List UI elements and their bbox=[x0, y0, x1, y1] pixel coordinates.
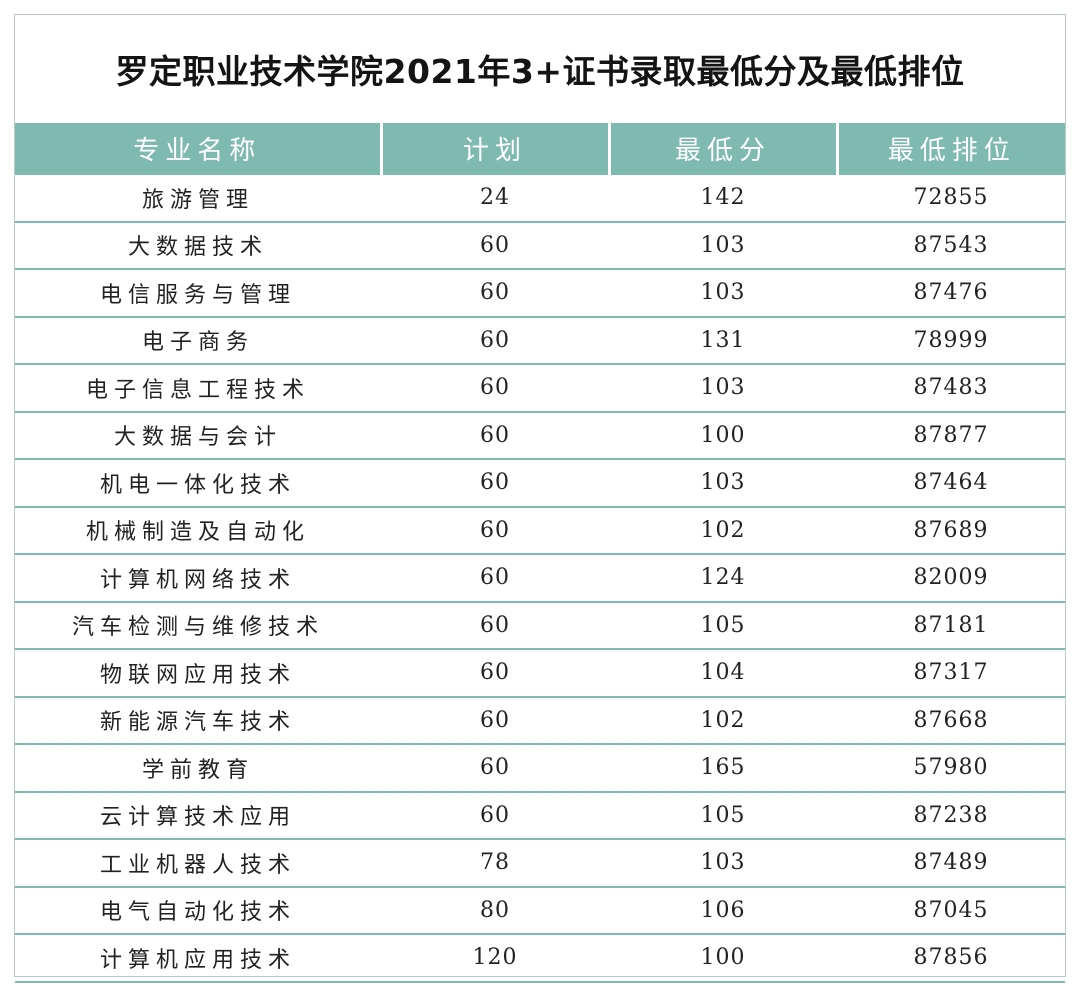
cell-min-rank: 87689 bbox=[837, 506, 1065, 555]
cell-min-score: 131 bbox=[609, 316, 837, 365]
header-min-score: 最低分 bbox=[607, 123, 837, 175]
cell-min-score: 102 bbox=[609, 506, 837, 555]
cell-plan: 60 bbox=[381, 364, 609, 413]
cell-major-name: 旅游管理 bbox=[15, 174, 381, 223]
cell-major-name: 电子信息工程技术 bbox=[15, 364, 381, 413]
header-major-name: 专业名称 bbox=[15, 123, 381, 175]
cell-major-name: 新能源汽车技术 bbox=[15, 696, 381, 745]
cell-plan: 60 bbox=[381, 649, 609, 698]
table-row: 机电一体化技术 60 103 87464 bbox=[15, 459, 1065, 508]
admission-table-sheet: 罗定职业技术学院2021年3+证书录取最低分及最低排位 专业名称 计划 最低分 … bbox=[14, 14, 1066, 983]
cell-min-rank: 87489 bbox=[837, 839, 1065, 888]
cell-major-name: 云计算技术应用 bbox=[15, 791, 381, 840]
table-header: 专业名称 计划 最低分 最低排位 bbox=[15, 123, 1065, 175]
cell-plan: 60 bbox=[381, 221, 609, 270]
table-row: 电子信息工程技术 60 103 87483 bbox=[15, 364, 1065, 413]
cell-plan: 60 bbox=[381, 791, 609, 840]
cell-plan: 60 bbox=[381, 601, 609, 650]
table-row: 机械制造及自动化 60 102 87689 bbox=[15, 506, 1065, 555]
cell-min-rank: 57980 bbox=[837, 744, 1065, 793]
admission-table: 专业名称 计划 最低分 最低排位 旅游管理 24 142 72855 大数据技术 60 10… bbox=[15, 123, 1065, 983]
cell-min-score: 103 bbox=[609, 269, 837, 318]
header-plan: 计划 bbox=[379, 123, 609, 175]
cell-min-score: 105 bbox=[609, 791, 837, 840]
cell-major-name: 大数据技术 bbox=[15, 221, 381, 270]
cell-plan: 80 bbox=[381, 886, 609, 935]
cell-major-name: 电子商务 bbox=[15, 316, 381, 365]
cell-major-name: 计算机网络技术 bbox=[15, 554, 381, 603]
cell-min-score: 100 bbox=[609, 411, 837, 460]
cell-plan: 78 bbox=[381, 839, 609, 888]
table-row: 电信服务与管理 60 103 87476 bbox=[15, 269, 1065, 318]
cell-min-score: 165 bbox=[609, 744, 837, 793]
table-row: 新能源汽车技术 60 102 87668 bbox=[15, 696, 1065, 745]
table-row: 计算机应用技术 120 100 87856 bbox=[15, 934, 1065, 983]
page-title: 罗定职业技术学院2021年3+证书录取最低分及最低排位 bbox=[115, 52, 965, 91]
table-row: 汽车检测与维修技术 60 105 87181 bbox=[15, 601, 1065, 650]
cell-min-rank: 87543 bbox=[837, 221, 1065, 270]
cell-min-rank: 87181 bbox=[837, 601, 1065, 650]
cell-plan: 120 bbox=[381, 934, 609, 983]
cell-plan: 60 bbox=[381, 506, 609, 555]
cell-major-name: 学前教育 bbox=[15, 744, 381, 793]
cell-min-score: 142 bbox=[609, 174, 837, 223]
header-min-rank: 最低排位 bbox=[835, 123, 1065, 175]
cell-min-rank: 87476 bbox=[837, 269, 1065, 318]
cell-min-score: 103 bbox=[609, 839, 837, 888]
cell-major-name: 汽车检测与维修技术 bbox=[15, 601, 381, 650]
cell-min-score: 102 bbox=[609, 696, 837, 745]
cell-plan: 60 bbox=[381, 696, 609, 745]
cell-plan: 60 bbox=[381, 459, 609, 508]
cell-min-rank: 87238 bbox=[837, 791, 1065, 840]
table-row: 计算机网络技术 60 124 82009 bbox=[15, 554, 1065, 603]
cell-min-rank: 87856 bbox=[837, 934, 1065, 983]
table-row: 大数据技术 60 103 87543 bbox=[15, 221, 1065, 270]
cell-min-score: 124 bbox=[609, 554, 837, 603]
cell-major-name: 机电一体化技术 bbox=[15, 459, 381, 508]
cell-plan: 60 bbox=[381, 316, 609, 365]
table-row: 物联网应用技术 60 104 87317 bbox=[15, 649, 1065, 698]
cell-major-name: 电信服务与管理 bbox=[15, 269, 381, 318]
cell-major-name: 计算机应用技术 bbox=[15, 934, 381, 983]
cell-plan: 24 bbox=[381, 174, 609, 223]
cell-min-rank: 87877 bbox=[837, 411, 1065, 460]
cell-plan: 60 bbox=[381, 269, 609, 318]
cell-min-score: 103 bbox=[609, 364, 837, 413]
table-row: 大数据与会计 60 100 87877 bbox=[15, 411, 1065, 460]
table-row: 电子商务 60 131 78999 bbox=[15, 316, 1065, 365]
cell-major-name: 机械制造及自动化 bbox=[15, 506, 381, 555]
cell-min-score: 106 bbox=[609, 886, 837, 935]
header-row: 专业名称 计划 最低分 最低排位 bbox=[15, 123, 1065, 175]
cell-major-name: 工业机器人技术 bbox=[15, 839, 381, 888]
table-row: 学前教育 60 165 57980 bbox=[15, 744, 1065, 793]
cell-min-score: 105 bbox=[609, 601, 837, 650]
cell-min-score: 103 bbox=[609, 459, 837, 508]
cell-min-score: 103 bbox=[609, 221, 837, 270]
cell-min-rank: 87464 bbox=[837, 459, 1065, 508]
cell-major-name: 物联网应用技术 bbox=[15, 649, 381, 698]
table-row: 工业机器人技术 78 103 87489 bbox=[15, 839, 1065, 888]
table-row: 云计算技术应用 60 105 87238 bbox=[15, 791, 1065, 840]
cell-major-name: 电气自动化技术 bbox=[15, 886, 381, 935]
cell-min-rank: 82009 bbox=[837, 554, 1065, 603]
cell-min-rank: 87483 bbox=[837, 364, 1065, 413]
table-row: 旅游管理 24 142 72855 bbox=[15, 174, 1065, 223]
cell-plan: 60 bbox=[381, 411, 609, 460]
cell-min-score: 104 bbox=[609, 649, 837, 698]
cell-plan: 60 bbox=[381, 744, 609, 793]
cell-min-score: 100 bbox=[609, 934, 837, 983]
cell-min-rank: 78999 bbox=[837, 316, 1065, 365]
cell-min-rank: 87317 bbox=[837, 649, 1065, 698]
table-row: 电气自动化技术 80 106 87045 bbox=[15, 886, 1065, 935]
cell-min-rank: 72855 bbox=[837, 174, 1065, 223]
cell-min-rank: 87668 bbox=[837, 696, 1065, 745]
cell-min-rank: 87045 bbox=[837, 886, 1065, 935]
cell-plan: 60 bbox=[381, 554, 609, 603]
cell-major-name: 大数据与会计 bbox=[15, 411, 381, 460]
table-body: 旅游管理 24 142 72855 大数据技术 60 103 87543 电信服务与管理 60 10… bbox=[15, 174, 1065, 983]
